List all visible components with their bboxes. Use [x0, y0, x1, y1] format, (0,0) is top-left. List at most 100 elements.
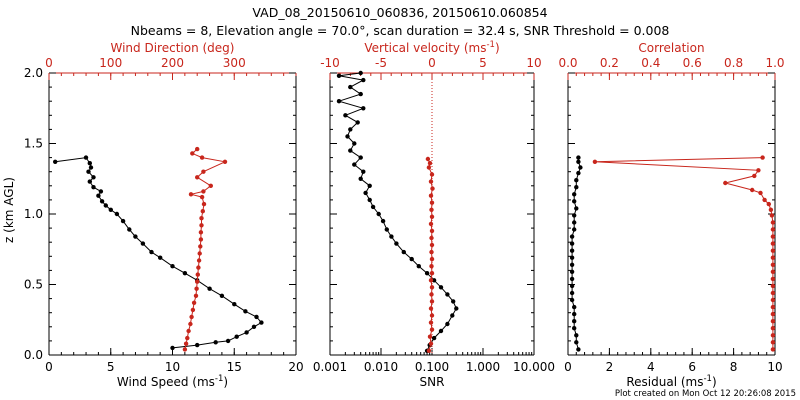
snr-series-vertical-velocity-point [429, 313, 435, 318]
correlation-top-tick-label: 0.2 [600, 56, 619, 70]
snr-series-vertical-velocity-point [429, 292, 434, 297]
wind-x-axis-label-exponent: -1 [215, 374, 223, 384]
y-axis-label: z (km AGL) [2, 177, 16, 243]
snr-series-snr-point [336, 99, 342, 104]
wind-x-axis-label: Wind Speed (ms-1) [117, 374, 228, 389]
wind-series-wind-direction-point [182, 347, 188, 352]
wind-x-tick-label: 10 [165, 360, 180, 374]
chart-title-line1: VAD_08_20150610_060836, 20150610.060854 [252, 5, 547, 20]
wind-series-wind-speed-point [108, 207, 114, 212]
snr-series-vertical-velocity-point [429, 264, 434, 269]
snr-series-snr-point [394, 241, 399, 246]
snr-top-tick-label: -5 [375, 56, 387, 70]
correlation-series-correlation-point [756, 168, 761, 173]
snr-top-tick-label: 5 [479, 56, 487, 70]
snr-series-vertical-velocity-point [429, 242, 435, 248]
correlation-series-residual-point [569, 269, 575, 274]
correlation-series-residual-point [569, 262, 575, 267]
wind-series-wind-speed-point [232, 302, 237, 307]
wind-series-wind-direction-point [185, 335, 190, 341]
snr-top-axis-label-suffix: ) [495, 41, 500, 55]
snr-x-tick-label: 1.000 [466, 360, 500, 374]
snr-series-snr-point [367, 197, 372, 203]
correlation-x-axis-label-exponent: -1 [703, 374, 711, 384]
snr-series-snr-point [352, 141, 357, 146]
correlation-series-correlation-point [768, 207, 774, 212]
correlation-series-correlation-point [770, 297, 776, 303]
wind-x-tick-label: 5 [107, 360, 115, 374]
snr-series-snr-point [358, 91, 363, 97]
correlation-series-correlation-point [770, 283, 776, 289]
panel-snr: 0.001 0.010 0.100 1.000 10.000 -10 -5 0 5 10 SNR Ve… [313, 40, 555, 389]
snr-series-snr-point [445, 292, 450, 297]
wind-series-wind-speed-point [91, 185, 96, 190]
correlation-series-residual-point [576, 155, 581, 160]
wind-series-wind-speed-point [243, 309, 248, 314]
wind-top-tick-label: 0 [45, 56, 53, 70]
correlation-series-correlation-point [770, 241, 776, 246]
correlation-x-tick-label: 2 [606, 360, 614, 374]
snr-series-snr-point [355, 120, 360, 125]
correlation-series-residual-point [569, 234, 575, 239]
wind-series-wind-speed-line [55, 157, 263, 349]
wind-series-wind-direction-point [222, 159, 228, 164]
correlation-top-tick-label: 0.8 [724, 56, 743, 70]
wind-series-wind-direction-point [200, 209, 205, 214]
wind-series-wind-speed-point [96, 193, 101, 198]
snr-series-snr-point [376, 211, 381, 217]
wind-series-wind-direction-point [189, 314, 194, 320]
snr-series-vertical-velocity-point [429, 228, 435, 234]
snr-series-vertical-velocity-point [426, 348, 432, 353]
snr-series-vertical-velocity-point [426, 165, 432, 170]
wind-series-wind-direction-point [199, 155, 205, 160]
snr-series-snr-point [352, 162, 357, 167]
wind-series-wind-direction-point [194, 286, 199, 291]
snr-series-snr-point [424, 271, 430, 276]
wind-series-wind-speed-point [133, 234, 138, 239]
wind-series-wind-speed-point [114, 211, 120, 217]
snr-series-snr-point [345, 134, 350, 139]
wind-series-wind-direction-point [188, 321, 193, 327]
snr-series-vertical-velocity-point [428, 278, 434, 283]
wind-series-wind-direction-point [186, 328, 191, 334]
correlation-series-correlation-point [762, 197, 767, 203]
snr-x-axis-label: SNR [420, 375, 445, 389]
wind-series-wind-direction-point [190, 307, 196, 313]
correlation-series-correlation-point [770, 347, 776, 352]
wind-top-axis-label: Wind Direction (deg) [111, 41, 235, 55]
wind-x-tick-label: 0 [45, 360, 53, 374]
correlation-series-correlation-point [592, 159, 598, 164]
correlation-series-correlation-point [752, 173, 757, 179]
wind-series-wind-speed-point [213, 340, 218, 345]
wind-series-wind-speed-point [244, 330, 249, 335]
wind-series-wind-direction-point [201, 169, 206, 174]
y-tick-label: 0.0 [24, 348, 43, 362]
wind-top-tick-label: 300 [223, 56, 246, 70]
snr-series-vertical-velocity-point [428, 221, 434, 227]
correlation-series-residual-point [578, 165, 583, 170]
snr-x-tick-label: 0.001 [313, 360, 347, 374]
wind-series-wind-speed-point [120, 218, 126, 224]
correlation-series-residual-point [574, 333, 579, 338]
wind-series-wind-speed-point [127, 227, 132, 232]
correlation-series-correlation-point [770, 311, 776, 317]
correlation-top-tick-label: 0.0 [558, 56, 577, 70]
wind-series-wind-speed-point [88, 165, 94, 170]
correlation-series-correlation-point [770, 220, 776, 225]
correlation-series-correlation-line [594, 157, 774, 350]
wind-series-wind-direction-point [195, 146, 200, 152]
wind-series-wind-direction-point [199, 194, 205, 200]
snr-series-vertical-velocity-point [429, 235, 434, 241]
wind-series-wind-speed-point [251, 324, 257, 329]
wind-top-tick-label: 200 [161, 56, 184, 70]
snr-series-snr-point [445, 321, 450, 327]
snr-series-vertical-velocity-point [429, 172, 435, 177]
snr-series-snr-point [431, 335, 437, 341]
wind-top-tick-label: 100 [99, 56, 122, 70]
wind-series-wind-speed-point [219, 293, 225, 298]
correlation-series-correlation-point [769, 213, 775, 218]
correlation-x-tick-label: 4 [647, 360, 655, 374]
correlation-series-correlation-point [770, 319, 776, 324]
correlation-top-tick-label: 0.4 [641, 56, 660, 70]
